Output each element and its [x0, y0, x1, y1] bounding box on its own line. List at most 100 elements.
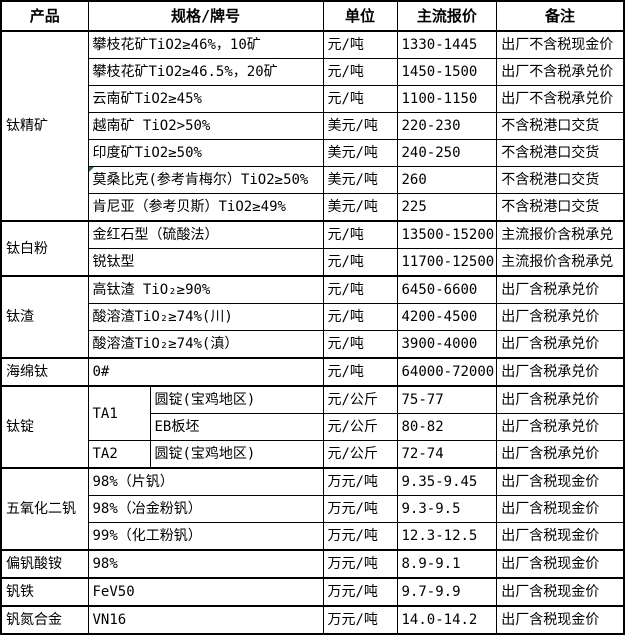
note-cell: 出厂含税承兑价: [496, 275, 625, 304]
price-cell: 12.3-12.5: [396, 522, 498, 551]
price-cell: 9.35-9.45: [396, 467, 498, 496]
product-cell: 钛白粉: [0, 220, 89, 277]
unit-cell: 元/公斤: [322, 413, 398, 441]
note-cell: 不含税港口交货: [496, 193, 625, 222]
spec-cell: 圆锭(宝鸡地区): [149, 385, 324, 414]
product-cell: 钛渣: [0, 275, 89, 359]
table-row: 钛锭 TA1 圆锭(宝鸡地区) 元/公斤 75-77 出厂含税承兑价: [0, 385, 625, 469]
note-cell: 出厂含税承兑价: [496, 330, 625, 359]
spec-cell: 98%: [87, 549, 324, 579]
note-cell: 出厂含税承兑价: [496, 413, 625, 441]
spec-cell: VN16: [87, 605, 324, 635]
note-cell: 出厂含税承兑价: [496, 385, 625, 414]
table-row: 钒氮合金 VN16 万元/吨 14.0-14.2 出厂含税现金价: [0, 605, 625, 635]
unit-cell: 元/吨: [322, 30, 398, 59]
price-cell: 220-230: [396, 112, 498, 140]
table-row: TA2 圆锭(宝鸡地区) 元/公斤 72-74 出厂含税承兑价: [1, 440, 625, 469]
table-row: 莫桑比克(参考肯梅尔）TiO2≥50% 美元/吨 260 不含税港口交货: [1, 166, 625, 194]
unit-cell: 美元/吨: [322, 139, 398, 167]
unit-cell: 元/吨: [322, 357, 398, 387]
table-row: 锐钛型 元/吨 11700-12500 主流报价含税承兑: [1, 248, 625, 277]
spec-cell: 金红石型（硫酸法）: [87, 220, 324, 249]
header-note: 备注: [496, 0, 625, 32]
table-row: 攀枝花矿TiO2≥46.5%，20矿 元/吨 1450-1500 出厂不含税承兑…: [1, 58, 625, 86]
grade-cell: TA2: [87, 440, 151, 469]
price-cell: 11700-12500: [396, 248, 498, 277]
price-cell: 9.3-9.5: [396, 495, 498, 523]
unit-cell: 元/公斤: [322, 440, 398, 469]
price-cell: 75-77: [396, 385, 498, 414]
product-cell: 海绵钛: [0, 357, 89, 387]
header-product: 产品: [0, 0, 89, 32]
spec-cell: 攀枝花矿TiO2≥46%，10矿: [87, 30, 324, 59]
price-cell: 1450-1500: [396, 58, 498, 86]
spec-cell: 越南矿 TiO2>50%: [87, 112, 324, 140]
table-header-row: 产品 规格/牌号 单位 主流报价 备注: [0, 0, 625, 32]
unit-cell: 万元/吨: [322, 605, 398, 635]
product-cell: 钛锭: [0, 385, 89, 469]
table-row: 98%（冶金粉钒） 万元/吨 9.3-9.5 出厂含税现金价: [1, 495, 625, 523]
unit-cell: 元/吨: [322, 330, 398, 359]
spec-cell: FeV50: [87, 577, 324, 607]
spec-cell: 0#: [87, 357, 324, 387]
unit-cell: 万元/吨: [322, 549, 398, 579]
price-cell: 225: [396, 193, 498, 222]
product-cell: 钒氮合金: [0, 605, 89, 635]
spec-cell: 圆锭(宝鸡地区): [149, 440, 324, 469]
note-cell: 出厂含税承兑价: [496, 440, 625, 469]
unit-cell: 万元/吨: [322, 495, 398, 523]
price-cell: 80-82: [396, 413, 498, 441]
product-cell: 偏钒酸铵: [0, 549, 89, 579]
price-cell: 3900-4000: [396, 330, 498, 359]
unit-cell: 元/吨: [322, 85, 398, 113]
price-cell: 8.9-9.1: [396, 549, 498, 579]
unit-cell: 美元/吨: [322, 166, 398, 194]
price-cell: 9.7-9.9: [396, 577, 498, 607]
table-row: 越南矿 TiO2>50% 美元/吨 220-230 不含税港口交货: [1, 112, 625, 140]
spec-cell: EB板坯: [149, 413, 324, 441]
spec-cell: 高钛渣 TiO₂≥90%: [87, 275, 324, 304]
table-row: 99%（化工粉钒） 万元/吨 12.3-12.5 出厂含税现金价: [1, 522, 625, 551]
unit-cell: 元/吨: [322, 303, 398, 331]
note-cell: 出厂含税现金价: [496, 522, 625, 551]
spec-cell: 攀枝花矿TiO2≥46.5%，20矿: [87, 58, 324, 86]
table-row: 钛渣 高钛渣 TiO₂≥90% 元/吨 6450-6600 出厂含税承兑价: [0, 275, 625, 359]
price-cell: 6450-6600: [396, 275, 498, 304]
spec-cell: 云南矿TiO2≥45%: [87, 85, 324, 113]
note-cell: 主流报价含税承兑: [496, 248, 625, 277]
unit-cell: 元/吨: [322, 58, 398, 86]
note-cell: 出厂不含税现金价: [496, 30, 625, 59]
unit-cell: 万元/吨: [322, 577, 398, 607]
product-cell: 五氧化二钒: [0, 467, 89, 551]
header-spec: 规格/牌号: [87, 0, 324, 32]
spec-cell: 肯尼亚（参考贝斯）TiO2≥49%: [87, 193, 324, 222]
spec-cell: 印度矿TiO2≥50%: [87, 139, 324, 167]
price-cell: 64000-72000: [396, 357, 498, 387]
table-row: 印度矿TiO2≥50% 美元/吨 240-250 不含税港口交货: [1, 139, 625, 167]
price-cell: 1330-1445: [396, 30, 498, 59]
table-row: 肯尼亚（参考贝斯）TiO2≥49% 美元/吨 225 不含税港口交货: [1, 193, 625, 222]
note-cell: 不含税港口交货: [496, 112, 625, 140]
table-row: 云南矿TiO2≥45% 元/吨 1100-1150 出厂不含税承兑价: [1, 85, 625, 113]
note-cell: 出厂含税现金价: [496, 467, 625, 496]
price-cell: 4200-4500: [396, 303, 498, 331]
product-cell: 钛精矿: [0, 30, 89, 222]
cell-error-triangle-icon: [89, 167, 94, 172]
table-row: EB板坯 元/公斤 80-82 出厂含税承兑价: [1, 413, 625, 441]
note-cell: 出厂不含税承兑价: [496, 85, 625, 113]
note-cell: 出厂含税现金价: [496, 495, 625, 523]
note-cell: 出厂含税现金价: [496, 549, 625, 579]
spec-cell: 98%（片钒）: [87, 467, 324, 496]
note-cell: 出厂不含税承兑价: [496, 58, 625, 86]
spec-cell: 98%（冶金粉钒）: [87, 495, 324, 523]
spec-cell: 酸溶渣TiO₂≥74%(川): [87, 303, 324, 331]
price-cell: 13500-15200: [396, 220, 498, 249]
unit-cell: 美元/吨: [322, 112, 398, 140]
table-row: 偏钒酸铵 98% 万元/吨 8.9-9.1 出厂含税现金价: [0, 549, 625, 579]
price-cell: 1100-1150: [396, 85, 498, 113]
spec-text: 莫桑比克(参考肯梅尔）TiO2≥50%: [92, 172, 309, 188]
table-row: 钛白粉 金红石型（硫酸法） 元/吨 13500-15200 主流报价含税承兑: [0, 220, 625, 277]
note-cell: 主流报价含税承兑: [496, 220, 625, 249]
